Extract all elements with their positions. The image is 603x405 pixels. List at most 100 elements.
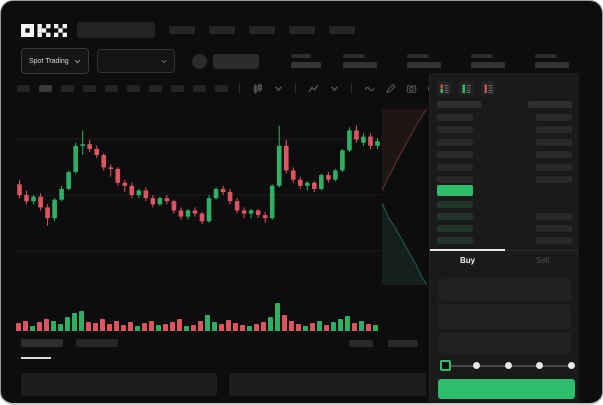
- order-amount-input[interactable]: [438, 304, 571, 329]
- slider-stop[interactable]: [504, 362, 512, 369]
- stat-label-placeholder: [470, 54, 493, 58]
- ask-price-placeholder: [437, 126, 473, 134]
- candle: [122, 179, 128, 192]
- slider-stop[interactable]: [536, 362, 544, 369]
- candle: [227, 188, 233, 205]
- orders-filter-placeholder[interactable]: [349, 340, 373, 347]
- candle: [333, 168, 338, 182]
- candle: [213, 187, 219, 200]
- chevron-down-icon: [74, 59, 80, 63]
- timeframe-button[interactable]: [215, 84, 228, 92]
- depth-chart[interactable]: [382, 97, 427, 297]
- trading-mode-label: Spot Trading: [29, 57, 69, 65]
- timeframe-button[interactable]: [127, 84, 140, 92]
- stat-value-placeholder: [406, 62, 441, 68]
- candle: [59, 185, 64, 202]
- candlestick-chart[interactable]: [16, 99, 381, 295]
- volume-bar: [156, 325, 161, 331]
- nav-item-placeholder[interactable]: [249, 26, 275, 34]
- candle: [80, 130, 85, 156]
- tab-buy[interactable]: Buy: [459, 256, 476, 265]
- timeframe-button[interactable]: [105, 84, 118, 92]
- candle: [87, 139, 93, 152]
- order-total-input[interactable]: [438, 332, 571, 353]
- pair-dropdown[interactable]: [96, 49, 175, 73]
- nav-item-placeholder[interactable]: [169, 26, 195, 34]
- stat-value-placeholder: [534, 62, 569, 68]
- timeframe-button[interactable]: [83, 84, 96, 92]
- ask-price-placeholder: [437, 163, 473, 171]
- chevron-down-icon[interactable]: [272, 82, 284, 94]
- candle: [199, 212, 205, 225]
- coin-avatar: [191, 53, 207, 69]
- timeframe-button[interactable]: [193, 84, 206, 92]
- candle: [312, 181, 317, 192]
- draw-icon[interactable]: [384, 82, 396, 94]
- depth-line: [382, 108, 427, 192]
- candle: [24, 190, 29, 205]
- volume-bar: [51, 321, 56, 331]
- bid-price-placeholder: [437, 213, 473, 220]
- ask-size-placeholder: [536, 138, 572, 146]
- volume-bar: [128, 322, 133, 331]
- book-asks-icon[interactable]: [481, 81, 495, 95]
- trading-mode-selector[interactable]: Spot Trading: [21, 48, 89, 74]
- volume-bar: [184, 326, 189, 331]
- candle-type-icon[interactable]: [251, 82, 263, 94]
- nav-item-placeholder[interactable]: [289, 26, 315, 34]
- okx-logo[interactable]: [21, 23, 67, 37]
- chevron-down-icon[interactable]: [328, 82, 340, 94]
- market-info-pill[interactable]: [212, 53, 259, 69]
- timeframe-button[interactable]: [17, 84, 30, 92]
- book-both-icon[interactable]: [437, 81, 451, 95]
- book-bids-icon[interactable]: [459, 81, 473, 95]
- candle: [73, 142, 78, 174]
- volume-bar: [149, 321, 154, 331]
- search-input[interactable]: [77, 22, 155, 38]
- amount-slider[interactable]: [440, 360, 575, 371]
- orders-filter-placeholder[interactable]: [388, 340, 418, 347]
- timeframe-button[interactable]: [149, 84, 162, 92]
- candle: [283, 139, 289, 174]
- line-style-icon[interactable]: [363, 82, 375, 94]
- volume-bar: [359, 321, 364, 331]
- slider-stop[interactable]: [472, 362, 480, 369]
- volume-bar: [107, 324, 112, 331]
- volume-bar: [254, 324, 259, 331]
- orders-tab-history[interactable]: [76, 339, 118, 347]
- volume-bar: [198, 321, 203, 331]
- nav-item-placeholder[interactable]: [209, 26, 235, 34]
- last-price-indicator[interactable]: [437, 185, 473, 196]
- candle: [375, 138, 380, 149]
- candle: [192, 207, 198, 217]
- nav-item-placeholder[interactable]: [329, 26, 355, 34]
- orders-tab-open[interactable]: [21, 339, 63, 347]
- volume-bar: [191, 325, 196, 331]
- ask-size-placeholder: [536, 151, 572, 159]
- market-bar: Spot Trading: [21, 48, 569, 74]
- stat-label-placeholder: [342, 54, 365, 58]
- candle: [52, 198, 57, 222]
- candle: [17, 179, 22, 199]
- volume-bar: [65, 317, 70, 331]
- depth-area: [382, 203, 427, 285]
- buy-submit-button[interactable]: [438, 379, 575, 399]
- timeframe-button[interactable]: [39, 84, 52, 92]
- slider-handle[interactable]: [440, 360, 451, 371]
- candle: [290, 167, 296, 183]
- volume-bar: [177, 319, 182, 331]
- timeframe-button[interactable]: [61, 84, 74, 92]
- volume-bar: [219, 324, 224, 331]
- ask-price-placeholder: [437, 114, 473, 121]
- indicators-icon[interactable]: [307, 82, 319, 94]
- slider-stop[interactable]: [568, 362, 575, 369]
- timeframe-button[interactable]: [171, 84, 184, 92]
- volume-bar: [163, 324, 168, 331]
- order-price-input[interactable]: [438, 279, 571, 301]
- orders-content-box: [21, 373, 217, 396]
- camera-icon[interactable]: [405, 82, 417, 94]
- orders-active-underline: [21, 357, 51, 359]
- tab-sell[interactable]: Sell: [535, 256, 550, 265]
- depth-line: [382, 202, 427, 286]
